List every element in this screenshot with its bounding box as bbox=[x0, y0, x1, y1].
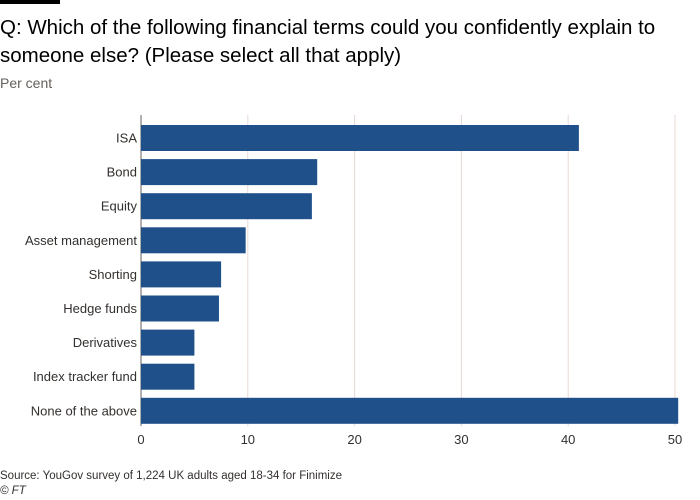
category-label: Bond bbox=[107, 165, 137, 180]
category-label: Hedge funds bbox=[63, 301, 137, 316]
bar-equity bbox=[141, 193, 312, 220]
bar-asset-management bbox=[141, 227, 246, 254]
category-label: Equity bbox=[101, 199, 138, 214]
x-tick-labels: 0 10 20 30 40 50 bbox=[137, 432, 682, 447]
bar-bond bbox=[141, 159, 318, 186]
chart-title: Q: Which of the following financial term… bbox=[0, 16, 656, 67]
category-label: None of the above bbox=[31, 403, 137, 418]
chart-footer: Source: YouGov survey of 1,224 UK adults… bbox=[0, 469, 342, 499]
x-tick-label: 30 bbox=[454, 432, 468, 447]
x-tick-label: 20 bbox=[347, 432, 361, 447]
ft-top-rule bbox=[0, 0, 60, 4]
category-label: Shorting bbox=[89, 267, 137, 282]
bar-isa bbox=[141, 125, 579, 151]
x-tick-label: 10 bbox=[241, 432, 255, 447]
bars bbox=[141, 125, 679, 424]
bar-derivatives bbox=[141, 329, 195, 356]
bar-shorting bbox=[141, 261, 222, 288]
bar-index-tracker-fund bbox=[141, 363, 195, 390]
category-label: Index tracker fund bbox=[33, 369, 137, 384]
bar-none-of-the-above bbox=[141, 397, 679, 424]
x-tick-label: 0 bbox=[137, 432, 144, 447]
source-note: Source: YouGov survey of 1,224 UK adults… bbox=[0, 470, 343, 482]
chart-subtitle: Per cent bbox=[0, 75, 53, 91]
x-tick-label: 50 bbox=[668, 432, 682, 447]
category-labels: ISA Bond Equity Asset management Shorting Hed… bbox=[25, 131, 138, 419]
ft-credit: © FT bbox=[0, 485, 26, 497]
category-label: Derivatives bbox=[73, 335, 138, 350]
x-tick-label: 40 bbox=[561, 432, 575, 447]
category-label: Asset management bbox=[25, 233, 137, 248]
bar-hedge-funds bbox=[141, 295, 219, 322]
category-label: ISA bbox=[116, 131, 137, 146]
